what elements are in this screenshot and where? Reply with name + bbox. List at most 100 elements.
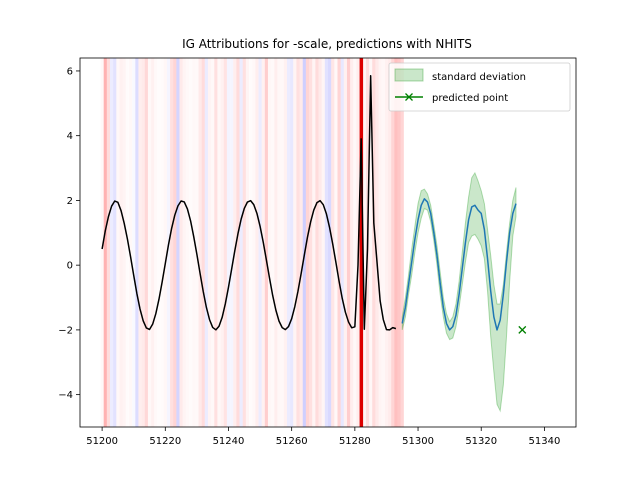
legend-pred-x-icon — [405, 93, 413, 101]
x-tick-label: 51240 — [213, 436, 245, 447]
attribution-band — [161, 58, 164, 427]
attribution-band — [249, 58, 252, 427]
attribution-band — [106, 58, 111, 427]
x-tick-label: 51220 — [149, 436, 181, 447]
attribution-band — [201, 58, 205, 427]
attribution-band — [328, 58, 332, 427]
attribution-band — [217, 58, 220, 427]
attribution-band — [176, 58, 180, 427]
x-tick-label: 51280 — [339, 436, 371, 447]
attribution-band — [154, 58, 157, 427]
y-tick-label: 6 — [67, 66, 73, 77]
attribution-band — [350, 58, 354, 427]
attribution-band — [113, 58, 117, 427]
attribution-band — [315, 58, 319, 427]
attribution-band — [179, 58, 183, 427]
attribution-band — [223, 58, 227, 427]
attribution-band — [151, 58, 155, 427]
attribution-band — [334, 58, 337, 427]
attribution-band — [211, 58, 214, 427]
predicted-point-marker — [518, 325, 527, 334]
attribution-band — [359, 58, 364, 427]
attribution-band — [318, 58, 322, 427]
history-series-line — [101, 75, 397, 331]
legend-box — [388, 62, 571, 112]
attribution-band — [110, 58, 114, 427]
attribution-band — [186, 58, 189, 427]
attribution-band — [220, 58, 224, 427]
attribution-band — [138, 58, 142, 427]
legend-pred-label: predicted point — [432, 93, 508, 104]
x-tick-label: 51300 — [402, 436, 434, 447]
y-tick-label: −2 — [58, 325, 73, 336]
y-tick-label: 4 — [67, 131, 73, 142]
attribution-band — [286, 58, 291, 427]
attribution-band — [346, 58, 351, 427]
legend: standard deviation predicted point — [388, 62, 571, 112]
x-tick-label: 51320 — [465, 436, 497, 447]
attribution-band — [378, 58, 382, 427]
attribution-band — [309, 58, 313, 427]
attribution-band — [281, 58, 284, 427]
attribution-band — [382, 58, 385, 427]
attribution-band — [277, 58, 280, 427]
attribution-band — [274, 58, 278, 427]
x-tick-label: 51200 — [86, 436, 118, 447]
attribution-band — [141, 58, 145, 427]
attribution-band — [391, 58, 395, 427]
legend-std-swatch — [394, 68, 424, 82]
attribution-band — [255, 58, 259, 427]
attribution-band — [242, 58, 246, 427]
attribution-band — [236, 58, 240, 427]
attribution-band — [239, 58, 243, 427]
attribution-band — [226, 58, 231, 427]
attribution-band — [170, 58, 174, 427]
attribution-band — [103, 58, 107, 427]
attribution-band — [283, 58, 287, 427]
attribution-band — [245, 58, 250, 427]
attribution-band — [296, 58, 300, 427]
attribution-band — [268, 58, 271, 427]
attribution-band — [302, 58, 306, 427]
attribution-band — [271, 58, 274, 427]
attribution-band — [230, 58, 233, 427]
attribution-band — [394, 58, 398, 427]
attribution-band — [322, 58, 325, 427]
attribution-band — [214, 58, 218, 427]
attribution-band — [258, 58, 262, 427]
attribution-band — [119, 58, 123, 427]
attribution-band — [299, 58, 303, 427]
attribution-band — [144, 58, 148, 427]
attribution-band — [129, 58, 132, 427]
attribution-band — [164, 58, 167, 427]
attribution-band — [132, 58, 135, 427]
attribution-band — [293, 58, 297, 427]
attribution-band — [157, 58, 160, 427]
attribution-band — [388, 58, 392, 427]
y-tick-label: 2 — [67, 196, 73, 207]
attribution-band — [305, 58, 310, 427]
predicted-point-x-icon — [518, 325, 527, 334]
attribution-band — [122, 58, 126, 427]
attribution-band — [372, 58, 376, 427]
attribution-band — [264, 58, 268, 427]
attribution-band — [340, 58, 344, 427]
attribution-band — [173, 58, 177, 427]
attribution-band — [198, 58, 202, 427]
attribution-band — [252, 58, 255, 427]
attribution-band — [384, 58, 389, 427]
attribution-band — [204, 58, 208, 427]
x-tick-label: 51340 — [529, 436, 561, 447]
attribution-band — [337, 58, 341, 427]
attribution-band — [290, 58, 294, 427]
attribution-band — [353, 58, 356, 427]
y-axis-ticks: −4 −2 0 2 4 6 — [58, 66, 80, 401]
attribution-band — [207, 58, 212, 427]
forecast-series-line — [401, 198, 517, 331]
plot-area — [101, 58, 527, 427]
attribution-band — [116, 58, 119, 427]
y-tick-label: −4 — [58, 390, 73, 401]
y-tick-label: 0 — [67, 261, 73, 272]
attribution-band — [182, 58, 186, 427]
